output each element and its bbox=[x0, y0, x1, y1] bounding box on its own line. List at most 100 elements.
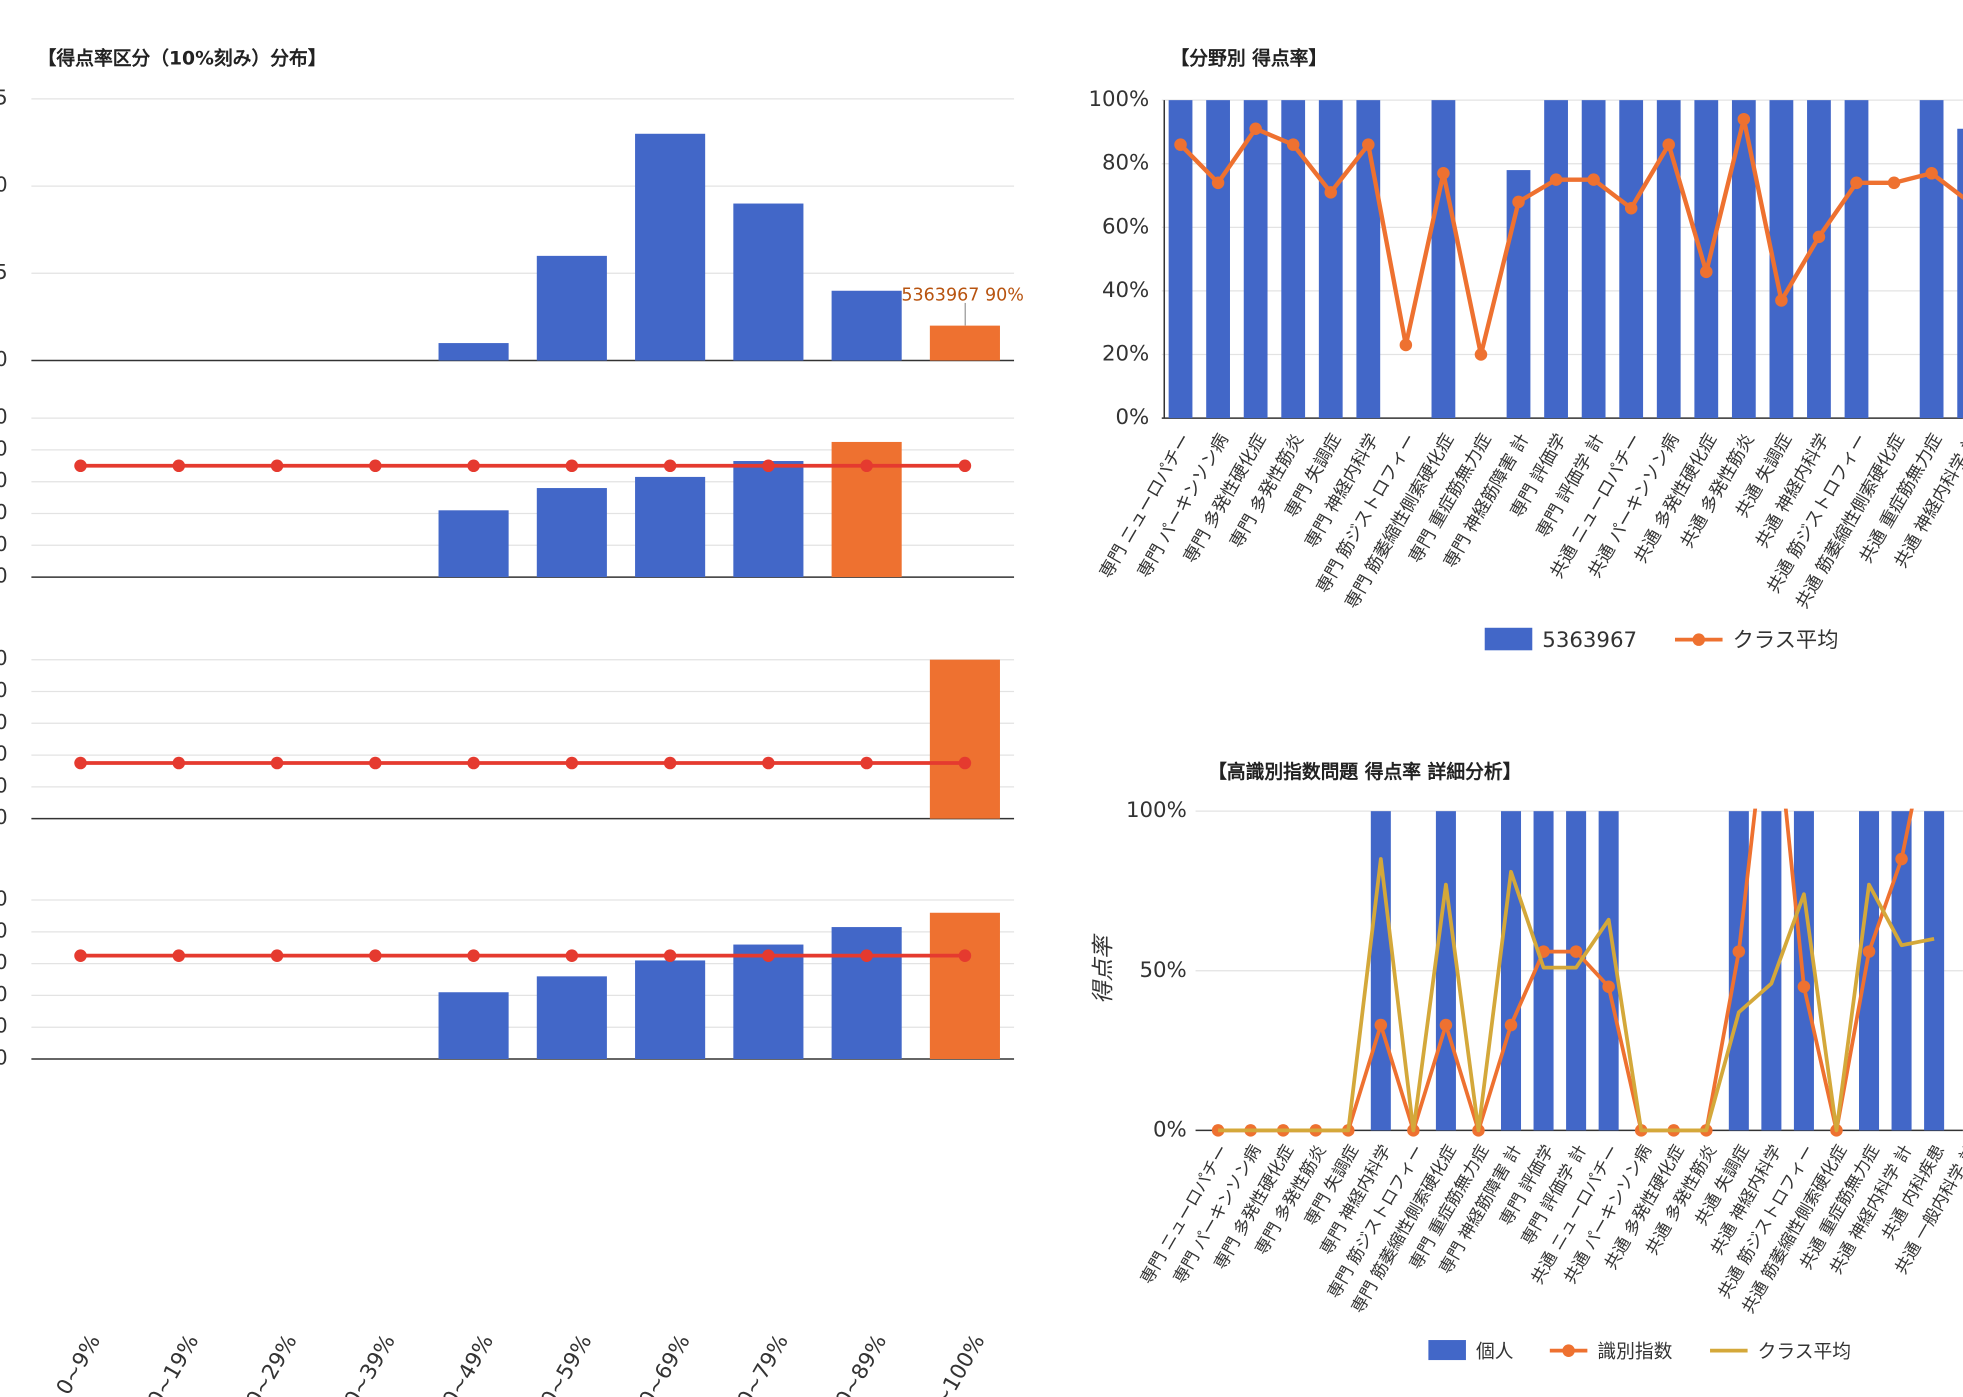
x-tick-label: 0~9% bbox=[52, 1330, 106, 1397]
bar bbox=[635, 133, 706, 361]
bar bbox=[1891, 811, 1912, 1131]
bar bbox=[929, 659, 1000, 819]
line-marker bbox=[565, 459, 579, 473]
bar bbox=[929, 325, 1000, 361]
line-marker bbox=[1732, 945, 1746, 958]
bar bbox=[1656, 100, 1681, 419]
line-series bbox=[1174, 112, 1963, 361]
bar bbox=[438, 510, 509, 578]
line-marker bbox=[1174, 138, 1187, 151]
legend-swatch bbox=[1484, 627, 1533, 651]
line-marker bbox=[663, 949, 677, 962]
y-tick-label: 40 bbox=[0, 742, 8, 766]
line-marker bbox=[565, 756, 579, 770]
y-tick-label: 100 bbox=[0, 405, 8, 429]
x-tick-label: 0~49% bbox=[438, 1330, 499, 1397]
bar bbox=[1859, 811, 1880, 1131]
line-marker bbox=[1624, 201, 1638, 215]
y-tick-label: 20 bbox=[0, 773, 8, 797]
bar bbox=[1544, 100, 1568, 419]
line-marker bbox=[1286, 138, 1300, 151]
y-tick-label: 100 bbox=[0, 646, 8, 670]
y-tick-label: 0 bbox=[0, 1046, 8, 1070]
y-tick-label: 40 bbox=[0, 500, 8, 524]
line-marker bbox=[270, 949, 284, 962]
line-series bbox=[1218, 857, 1935, 1133]
x-tick-label: 0~59% bbox=[536, 1330, 597, 1397]
chart: 0 20 40 60 80 100 bbox=[0, 405, 1015, 588]
annotation: 5363967 90% bbox=[901, 285, 1024, 305]
legend-marker bbox=[1692, 633, 1706, 646]
y-tick-label: 0 bbox=[0, 564, 8, 588]
line-marker bbox=[74, 949, 87, 962]
chart: 0 20 40 60 80 100 bbox=[0, 646, 1015, 829]
line-marker bbox=[1211, 1124, 1225, 1137]
y-tick-label: 0 bbox=[0, 347, 8, 371]
y-tick-label: 10 bbox=[0, 173, 8, 197]
line-marker bbox=[1850, 176, 1863, 190]
line-marker bbox=[1765, 661, 1778, 674]
y-tick-label: 20 bbox=[0, 532, 8, 556]
y-tick-label: 20 bbox=[0, 1014, 8, 1038]
line-marker bbox=[1362, 138, 1375, 151]
line-marker bbox=[762, 756, 775, 770]
y-tick-label: 20% bbox=[1102, 342, 1149, 367]
y-tick-label: 40% bbox=[1102, 278, 1149, 303]
line-marker bbox=[1374, 1018, 1388, 1032]
bar bbox=[1566, 811, 1587, 1131]
chart-title: 【分野別 得点率】 bbox=[1171, 46, 1328, 69]
line-marker bbox=[467, 949, 480, 962]
line-series bbox=[74, 949, 972, 962]
line-marker bbox=[1862, 945, 1876, 958]
line-marker bbox=[1587, 173, 1600, 186]
line-marker bbox=[369, 756, 382, 770]
bar bbox=[1243, 100, 1268, 419]
y-tick-label: 5 bbox=[0, 260, 8, 284]
line-marker bbox=[1569, 945, 1583, 958]
bar bbox=[1533, 811, 1554, 1131]
bar bbox=[1281, 100, 1306, 419]
y-tick-label: 100% bbox=[1088, 87, 1149, 112]
bar bbox=[1619, 100, 1644, 419]
line bbox=[1178, 117, 1963, 357]
line-series bbox=[74, 756, 972, 770]
bar bbox=[1761, 811, 1782, 1131]
bar bbox=[1598, 811, 1619, 1131]
line-marker bbox=[1928, 693, 1941, 706]
bar bbox=[1769, 100, 1794, 419]
y-tick-label: 0 bbox=[0, 805, 8, 829]
bar bbox=[1168, 100, 1193, 419]
line-marker bbox=[762, 459, 775, 473]
legend-label: 5363967 bbox=[1542, 628, 1637, 653]
bar bbox=[1924, 811, 1945, 1131]
line-marker bbox=[1504, 1018, 1518, 1032]
y-tick-label: 0% bbox=[1115, 405, 1149, 430]
line-marker bbox=[74, 756, 87, 770]
line-marker bbox=[1549, 173, 1563, 186]
x-tick-label: 0~89% bbox=[831, 1330, 892, 1397]
legend-label: クラス平均 bbox=[1733, 628, 1839, 653]
x-tick-label: 0~29% bbox=[242, 1330, 303, 1397]
line-marker bbox=[1249, 122, 1262, 136]
line-marker bbox=[1775, 294, 1788, 307]
bar bbox=[733, 203, 804, 361]
line-marker bbox=[467, 459, 480, 473]
y-tick-label: 100 bbox=[0, 887, 8, 911]
line-marker bbox=[172, 756, 186, 770]
bar bbox=[1431, 100, 1456, 419]
y-tick-label: 80% bbox=[1102, 151, 1149, 176]
line-marker bbox=[270, 459, 284, 473]
x-tick-label: ~100% bbox=[929, 1330, 990, 1397]
y-tick-label: 100% bbox=[1126, 798, 1187, 823]
line-marker bbox=[1700, 265, 1713, 279]
line-marker bbox=[1437, 167, 1450, 180]
y-tick-label: 40 bbox=[0, 982, 8, 1006]
bar bbox=[1206, 100, 1230, 419]
line-marker bbox=[1602, 980, 1615, 993]
line-marker bbox=[958, 756, 972, 770]
x-tick-label: 0~19% bbox=[143, 1330, 204, 1397]
line-marker bbox=[1737, 112, 1751, 126]
bar bbox=[1694, 100, 1719, 419]
bar bbox=[1807, 100, 1831, 419]
